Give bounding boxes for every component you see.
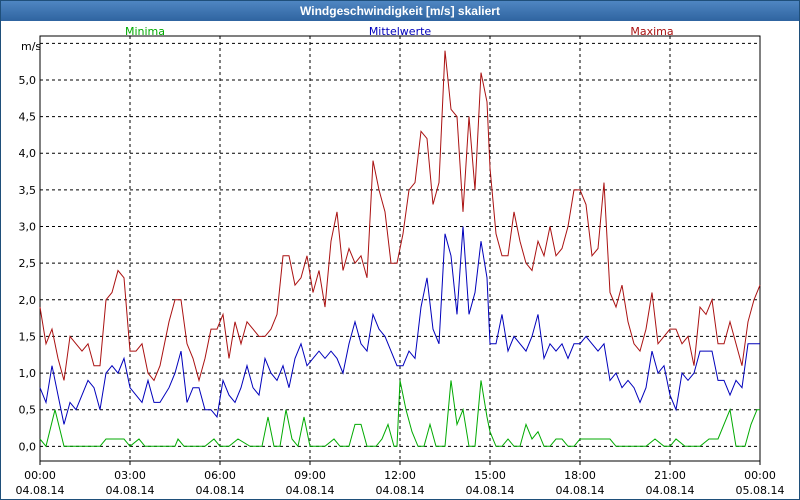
window-title: Windgeschwindigkeit [m/s] skaliert [1,1,799,21]
x-tick-date-label: 04.08.14 [646,484,695,497]
x-tick-date-label: 04.08.14 [196,484,245,497]
x-tick-date-label: 04.08.14 [16,484,65,497]
y-tick-label: 0,5 [19,404,37,417]
y-tick-label: 3,5 [19,184,37,197]
y-tick-label: 2,5 [19,257,37,270]
legend-entry-minima: Minima [125,25,165,38]
x-tick-date-label: 04.08.14 [376,484,425,497]
x-tick-time-label: 12:00 [384,469,416,482]
y-axis: 0,0 0,5 1,0 1,5 2,0 2,5 3,0 3,5 4,0 4,5 5,0 [19,74,37,453]
x-tick-date-label: 04.08.14 [286,484,335,497]
series-line-mittelwerte [39,226,760,425]
x-tick-time-label: 15:00 [474,469,506,482]
x-tick-time-label: 03:00 [114,469,146,482]
x-tick-date-label: 04.08.14 [556,484,605,497]
legend-entry-mittelwerte: Mittelwerte [369,25,432,38]
x-tick-time-label: 21:00 [654,469,686,482]
x-tick-date-label: 04.08.14 [466,484,515,497]
x-tick-time-label: 09:00 [294,469,326,482]
x-tick-time-label: 00:00 [24,469,56,482]
x-tick-time-label: 00:00 [744,469,776,482]
y-tick-label: 1,5 [19,330,37,343]
x-tick-date-label: 05.08.14 [736,484,785,497]
y-tick-label: 4,5 [19,111,37,124]
x-tick-time-label: 18:00 [564,469,596,482]
y-tick-label: 0,0 [19,440,37,453]
y-tick-label: 5,0 [19,74,37,87]
series-layer [39,50,761,448]
series-line-minima [39,380,760,448]
y-tick-label: 4,0 [19,147,37,160]
x-tick-date-label: 04.08.14 [106,484,155,497]
x-axis: 00:00 04.08.14 03:00 04.08.14 06:00 04.08.14 0… [16,461,785,497]
series-line-maxima [39,50,761,383]
y-axis-label: m/s [21,40,41,53]
legend-entry-maxima: Maxima [630,25,673,38]
y-tick-label: 2,0 [19,294,37,307]
legend: Minima Mittelwerte Maxima [125,25,674,38]
x-tick-time-label: 06:00 [204,469,236,482]
y-tick-label: 3,0 [19,221,37,234]
y-tick-label: 1,0 [19,367,37,380]
